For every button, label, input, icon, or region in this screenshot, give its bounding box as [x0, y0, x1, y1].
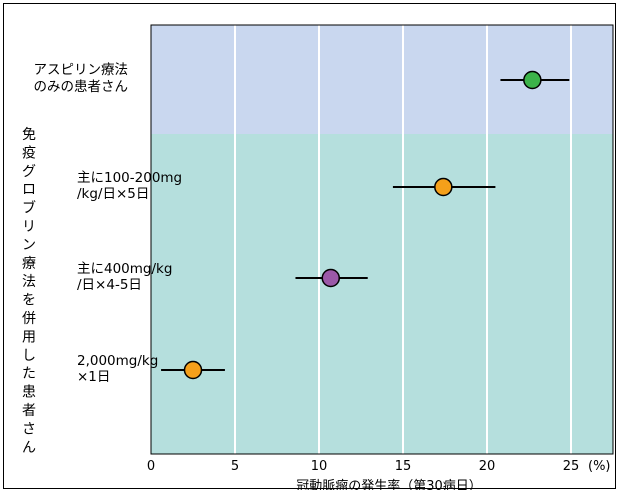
- category-label-line: のみの患者さん: [34, 79, 129, 95]
- category-label-2: 主に400mg/kg/日×4-5日: [77, 261, 172, 293]
- data-point-1: [434, 177, 453, 197]
- category-label-line: /日×4-5日: [77, 277, 142, 293]
- category-label-line: 主に400mg/kg: [77, 261, 172, 277]
- group-label-char: を: [22, 293, 36, 309]
- data-point-3: [183, 360, 203, 380]
- group-band-ivig: [151, 134, 613, 454]
- group-label-char: 患: [22, 385, 36, 401]
- group-label-char: グ: [22, 164, 36, 180]
- x-tick-label-5: 5: [231, 459, 239, 474]
- category-label-3: 2,000mg/kg ×1日: [77, 353, 158, 385]
- data-point-2: [321, 268, 341, 288]
- data-point-0: [523, 70, 542, 90]
- group-label-char: し: [22, 348, 36, 364]
- x-tick-label-0: 0: [147, 459, 155, 474]
- plot-border: [150, 24, 614, 455]
- group-label-char: リ: [22, 219, 36, 235]
- x-tick-label-15: 15: [395, 459, 412, 474]
- category-label-line: 主に100-200mg: [77, 170, 182, 186]
- group-label-char: 併: [22, 311, 36, 327]
- x-tick-label-25: 25: [563, 459, 580, 474]
- chart-frame: アスピリン療法のみの患者さん 主に100-200mg/kg/日×5日 主に400mg…: [3, 3, 616, 490]
- x-tick-label-20: 20: [479, 459, 496, 474]
- x-tick-label-10: 10: [311, 459, 328, 474]
- category-label-line: 2,000mg/kg: [77, 353, 158, 369]
- category-labels: アスピリン療法のみの患者さん主に100-200mg/kg/日×5日主に400mg…: [34, 61, 183, 385]
- group-label-char: ロ: [22, 182, 36, 198]
- group-backgrounds: [151, 25, 613, 454]
- grid-lines: [234, 25, 572, 454]
- group-label-char: 療: [22, 255, 36, 272]
- category-label-line: /kg/日×5日: [77, 186, 149, 202]
- group-label-char: ブ: [22, 200, 36, 217]
- group-label-char: 疫: [22, 145, 36, 161]
- category-label-0: アスピリン療法のみの患者さん: [34, 61, 129, 95]
- category-label-line: ×1日: [77, 369, 110, 385]
- group-label-char: ン: [22, 237, 36, 253]
- x-ticks: 0 5 10 15 20 25: [147, 459, 579, 474]
- group-label-char: 免: [22, 127, 36, 143]
- group-label-char: 者: [22, 403, 36, 419]
- group-label-char: さ: [22, 421, 36, 437]
- group-label-char: 用: [22, 329, 36, 345]
- category-label-1: 主に100-200mg/kg/日×5日: [77, 170, 182, 202]
- data-marks: [161, 70, 570, 380]
- group-label-char: ん: [22, 440, 36, 456]
- x-axis-label: 冠動脈瘤の発生率（第30病日）: [296, 478, 482, 490]
- category-label-line: アスピリン療法: [34, 61, 129, 78]
- group-label-char: 法: [22, 274, 36, 290]
- group-label-char: た: [22, 366, 36, 382]
- x-unit: (%): [588, 459, 611, 474]
- forest-plot: アスピリン療法のみの患者さん主に100-200mg/kg/日×5日主に400mg…: [22, 24, 614, 490]
